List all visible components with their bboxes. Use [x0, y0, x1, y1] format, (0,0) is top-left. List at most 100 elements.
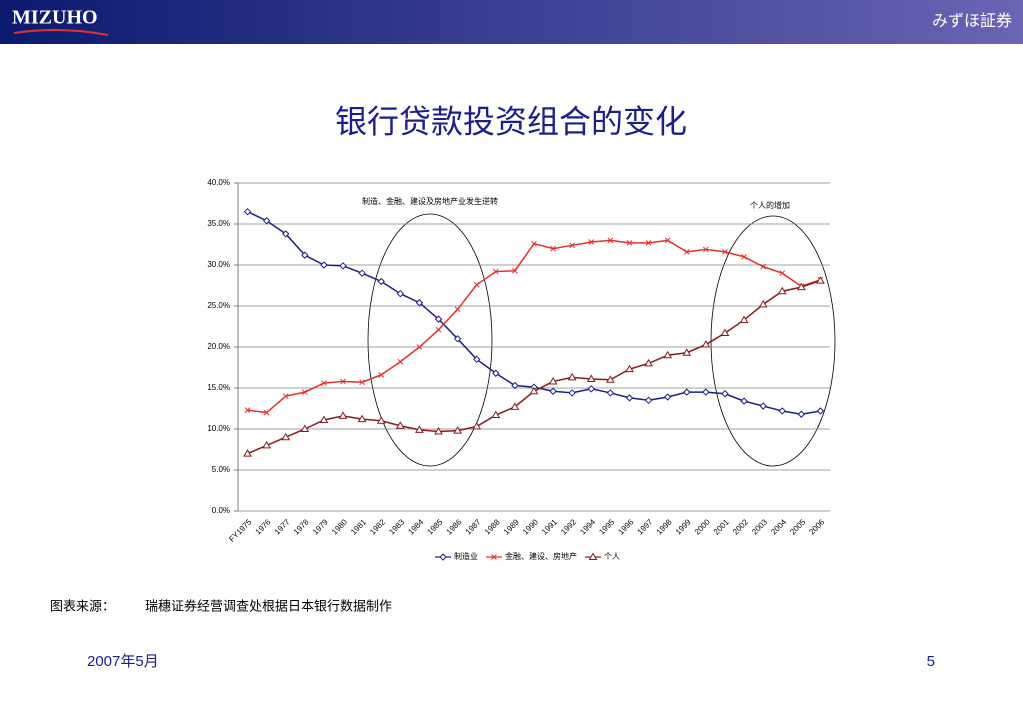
point	[777, 286, 787, 295]
point	[568, 389, 576, 397]
y-tick-label: 0.0%	[212, 506, 230, 515]
point	[548, 376, 558, 385]
point	[396, 289, 405, 298]
point	[243, 449, 252, 457]
point	[319, 415, 329, 423]
point	[758, 299, 768, 308]
chart-title: 银行贷款投资组合的变化	[335, 103, 687, 139]
y-tick-label: 20.0%	[207, 342, 230, 351]
point	[338, 411, 348, 419]
x-tick-label: 1976	[254, 517, 273, 536]
point	[359, 379, 365, 386]
x-tick-label: 1980	[330, 517, 349, 536]
point	[454, 306, 461, 313]
point	[415, 425, 424, 433]
plot: 0.0% 5.0% 10.0% 15.0% 20.0% 25.0% 30.0% 35.0% 40…	[207, 178, 830, 561]
point	[682, 348, 692, 356]
point	[702, 388, 710, 396]
x-tick-label: 2003	[750, 517, 769, 536]
point	[550, 245, 556, 252]
point	[244, 407, 251, 413]
point	[397, 358, 404, 365]
x-tick-label: 2000	[693, 517, 712, 536]
point	[701, 340, 711, 348]
point	[282, 393, 289, 400]
y-tick-label: 5.0%	[212, 465, 230, 474]
x-tick-label: FY1975	[227, 517, 254, 544]
point	[588, 552, 598, 560]
x-tick-label: 2006	[807, 517, 826, 536]
point	[492, 268, 499, 275]
point	[512, 267, 518, 274]
point	[626, 240, 633, 246]
point	[510, 402, 520, 410]
point	[625, 364, 634, 373]
x-tick-label: 1979	[311, 517, 330, 536]
point	[472, 422, 482, 430]
x-tick-label: 1987	[464, 517, 483, 536]
y-tick-label: 15.0%	[207, 383, 230, 392]
point	[453, 426, 462, 434]
annotation: 制造、金融、建设及房地产业发生逆转	[362, 196, 498, 206]
point	[779, 270, 786, 277]
point	[378, 372, 385, 378]
point	[683, 249, 690, 255]
point	[816, 407, 825, 415]
point	[567, 372, 577, 381]
point	[722, 249, 728, 255]
y-tick-label: 10.0%	[207, 424, 230, 433]
point	[243, 207, 252, 216]
point	[435, 326, 442, 333]
point	[778, 407, 786, 415]
point	[376, 416, 386, 424]
legend-label: 个人	[604, 552, 620, 561]
point	[796, 282, 806, 291]
x-tick-label: 2004	[769, 517, 788, 536]
x-tick-label: 1990	[521, 517, 540, 536]
point	[664, 237, 671, 244]
point	[357, 414, 367, 423]
point	[683, 388, 691, 396]
point	[339, 262, 347, 270]
point	[529, 386, 539, 395]
point	[434, 426, 443, 435]
point	[320, 261, 328, 269]
point	[395, 421, 405, 429]
y-tick-label: 25.0%	[207, 301, 230, 310]
source-text: 瑞穗证券经营调查处根据日本银行数据制作	[145, 598, 392, 613]
point	[321, 380, 327, 386]
point	[453, 335, 462, 343]
point	[760, 263, 767, 270]
x-tick-label: 1982	[368, 517, 387, 536]
point	[569, 242, 576, 249]
point	[473, 355, 481, 364]
highlight-ellipse	[367, 213, 493, 467]
point	[301, 251, 309, 259]
point	[263, 409, 270, 416]
point	[586, 374, 596, 382]
legend-label: 金融、建设、房地产	[505, 551, 577, 561]
point	[720, 328, 730, 337]
y-tick-label: 40.0%	[207, 178, 230, 187]
page-number: 5	[927, 653, 935, 670]
x-tick-label: 1986	[445, 517, 464, 536]
point	[300, 424, 310, 432]
x-tick-label: 1984	[406, 517, 425, 536]
point	[644, 396, 653, 405]
point	[606, 375, 615, 383]
point	[625, 394, 634, 402]
point	[473, 281, 480, 288]
x-tick-label: 1981	[349, 517, 368, 536]
point	[301, 389, 308, 395]
point	[606, 389, 615, 397]
logo-swoosh	[13, 28, 109, 36]
point	[511, 381, 519, 390]
x-tick-label: 2005	[788, 517, 807, 536]
point	[644, 358, 653, 367]
point	[377, 277, 385, 286]
point	[416, 344, 423, 350]
source-label: 图表来源：	[50, 598, 115, 613]
point	[549, 387, 557, 395]
x-tick-label: 1996	[616, 517, 635, 536]
